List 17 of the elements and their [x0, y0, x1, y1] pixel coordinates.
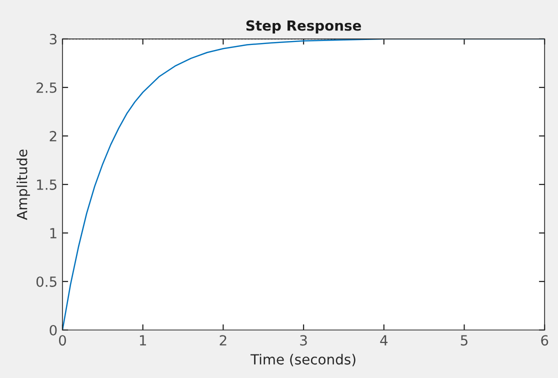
y-tick-label: 0	[50, 324, 57, 336]
y-axis-title: Amplitude	[16, 150, 30, 220]
x-tick-label: 6	[541, 335, 548, 346]
y-tick-label: 3	[50, 34, 57, 44]
y-tick-label: 1.5	[37, 180, 56, 190]
x-tick-label: 2	[220, 335, 226, 346]
y-tick-label: 2.5	[36, 82, 56, 93]
y-tick-label: 0.5	[36, 276, 56, 287]
x-tick-label: 0	[58, 335, 66, 346]
x-axis-title: Time (seconds)	[250, 354, 356, 366]
y-tick-label: 2	[50, 130, 56, 142]
x-tick-label: 4	[380, 335, 388, 346]
chart-title: Step Response	[246, 20, 362, 34]
x-tick-label: 3	[300, 335, 307, 346]
x-tick-label: 5	[460, 335, 468, 346]
x-tick-label: 1	[140, 335, 146, 346]
y-tick-label: 1	[50, 228, 56, 238]
